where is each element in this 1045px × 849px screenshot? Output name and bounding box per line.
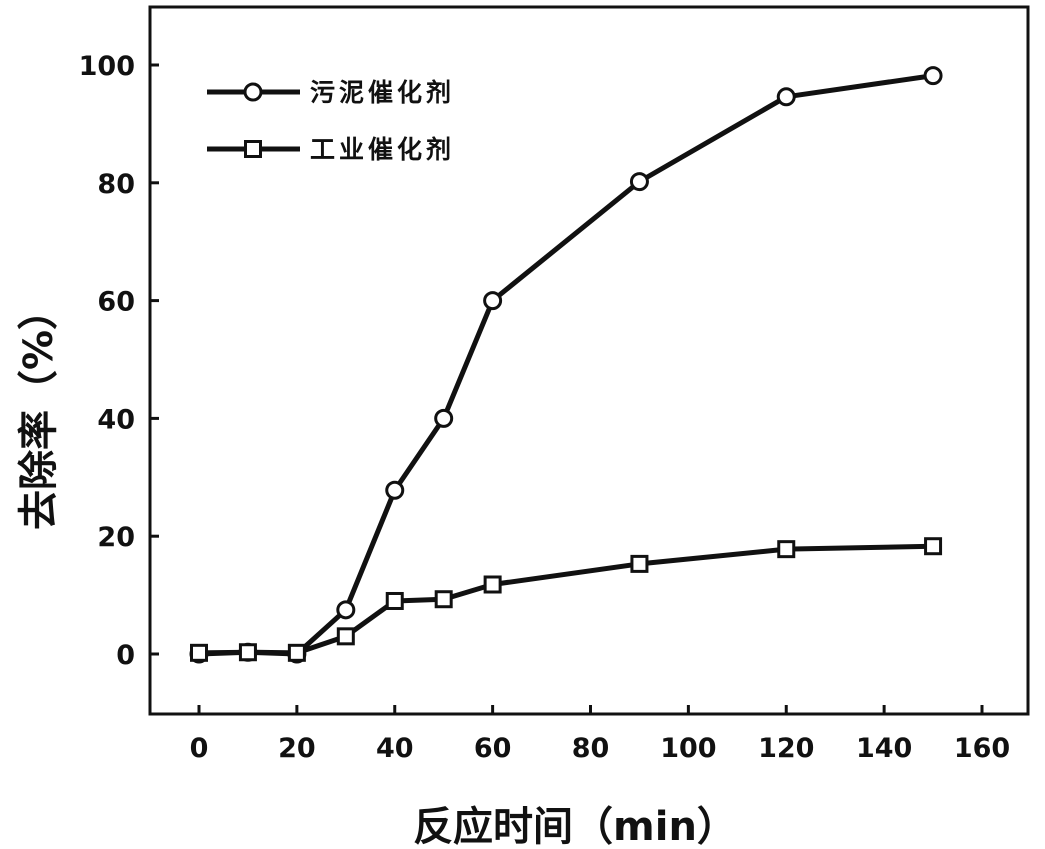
square-data-point [190, 643, 208, 662]
series-2 [190, 537, 943, 662]
x-tick-label: 160 [954, 733, 1010, 764]
y-axis-ticks: 0 20 40 60 80 100 [79, 51, 159, 671]
y-tick-label: 80 [97, 169, 135, 200]
square-data-point [336, 627, 355, 646]
circle-data-point [923, 66, 943, 86]
circle-data-point [629, 172, 649, 192]
square-data-point [924, 537, 943, 556]
legend-circle-marker [243, 82, 263, 102]
square-data-point [777, 540, 796, 559]
y-tick-label: 60 [97, 287, 135, 318]
circle-data-point [336, 600, 356, 620]
circle-data-point [776, 87, 796, 107]
y-tick-label: 0 [116, 640, 135, 671]
legend-label: 工业催化剂 [310, 135, 455, 164]
circle-data-point [434, 408, 454, 428]
y-tick-label: 100 [79, 51, 135, 82]
x-tick-label: 20 [278, 733, 316, 764]
x-axis-title: 反应时间（min） [413, 804, 737, 849]
series-layer [189, 66, 943, 664]
square-data-point [287, 643, 306, 662]
plot-frame [148, 5, 1030, 716]
circle-data-point [483, 291, 503, 311]
square-data-point [483, 575, 502, 594]
circle-data-point [385, 480, 405, 500]
y-axis-title: 去除率（%） [16, 290, 62, 530]
series-line [198, 543, 934, 656]
x-tick-label: 100 [660, 733, 716, 764]
y-tick-label: 40 [97, 404, 135, 435]
square-data-point [238, 643, 257, 662]
y-tick-label: 20 [97, 522, 135, 553]
x-axis-ticks: 0 20 40 60 80 100 120 140 160 [190, 705, 1010, 764]
x-tick-label: 0 [190, 733, 209, 764]
x-tick-label: 60 [474, 733, 512, 764]
x-tick-label: 40 [376, 733, 414, 764]
legend-entry: 污泥催化剂 [207, 78, 455, 107]
square-data-point [630, 554, 649, 573]
square-data-point [385, 591, 404, 610]
legend-label: 污泥催化剂 [310, 78, 455, 107]
x-tick-label: 120 [758, 733, 814, 764]
x-tick-label: 80 [572, 733, 610, 764]
legend-entry: 工业催化剂 [207, 135, 455, 164]
legend-square-marker [244, 140, 262, 158]
x-tick-label: 140 [856, 733, 912, 764]
square-data-point [434, 590, 453, 609]
